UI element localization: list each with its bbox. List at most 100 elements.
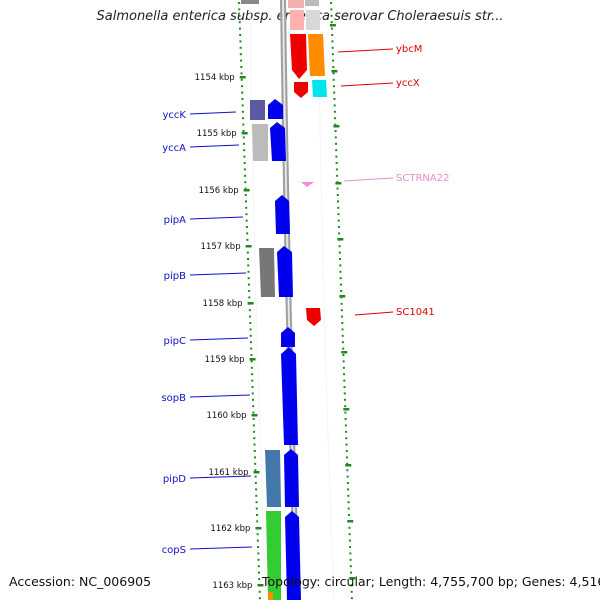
outer-ruler-dot	[345, 450, 348, 452]
left-leader-line	[189, 111, 237, 115]
ruler-dot	[253, 437, 256, 440]
outer-ruler-dot	[349, 552, 352, 555]
ruler-dot	[240, 59, 243, 62]
ruler-tick	[251, 414, 258, 417]
gene-label-yccA[interactable]: yccA	[162, 143, 186, 154]
feature-track	[241, 0, 327, 600]
gene-label-sopB[interactable]: sopB	[161, 393, 186, 404]
left-leader-line	[189, 394, 251, 398]
outer-ruler-dot	[348, 526, 351, 529]
outer-ruler-dot	[336, 194, 339, 196]
ruler-dot	[258, 571, 261, 574]
ruler-label: 1158 kbp	[203, 299, 243, 309]
outer-ruler-dot	[332, 66, 335, 68]
ruler-dot	[248, 309, 251, 312]
ruler-dot	[252, 418, 255, 420]
SC1041-gene	[306, 308, 321, 326]
outer-ruler-dot	[344, 424, 347, 427]
ruler-dot	[246, 238, 249, 241]
outer-ruler-dot	[347, 494, 350, 497]
yccK-arrow	[268, 99, 283, 119]
outer-ruler-dot	[335, 168, 338, 171]
gene-label-pipC[interactable]: pipC	[164, 336, 186, 347]
outer-ruler-tick	[331, 70, 338, 73]
pipD-steel	[265, 450, 281, 507]
ruler-dot	[255, 488, 258, 491]
ruler-label: 1160 kbp	[206, 411, 246, 421]
gene-label-ybcM[interactable]: ybcM	[396, 44, 422, 55]
gene-label-yccK[interactable]: yccK	[163, 110, 187, 121]
outer-ruler-dot	[336, 187, 339, 190]
ruler-dot	[245, 219, 248, 222]
outer-ruler-dot	[334, 142, 337, 145]
ruler-dot	[238, 2, 241, 4]
outer-ruler-dot	[349, 565, 352, 568]
ruler-dot	[250, 360, 253, 363]
ruler-dot	[257, 552, 260, 555]
ruler-dot	[242, 142, 245, 145]
ruler-dot	[255, 501, 258, 504]
ruler-dot	[254, 482, 257, 484]
outer-ruler-dot	[349, 558, 352, 561]
gene-label-pipD[interactable]: pipD	[163, 474, 186, 485]
ruler-dot	[249, 322, 252, 324]
ruler-tick	[255, 527, 262, 530]
pipC-gene	[281, 327, 295, 347]
outer-ruler-dot	[350, 597, 353, 600]
outer-ruler-dot	[344, 418, 347, 420]
ruler-dot	[255, 507, 258, 510]
outer-ruler-dot	[350, 590, 353, 593]
outer-ruler-dot	[340, 290, 343, 292]
pipD-gene	[284, 449, 299, 507]
outer-ruler-dot	[332, 85, 335, 88]
outer-ruler-dot	[339, 270, 342, 273]
outer-ruler-dot	[348, 539, 351, 542]
feature-partial-3	[305, 0, 319, 6]
ruler-dot	[252, 411, 255, 414]
ruler-dot	[241, 91, 244, 94]
outer-ruler-dot	[341, 334, 344, 337]
outer-ruler-dot	[334, 123, 337, 126]
ruler-dot	[239, 34, 242, 36]
ruler-dot	[247, 283, 250, 286]
left-leader-line	[189, 337, 249, 341]
ruler-dot	[247, 264, 250, 267]
accession-text: Accession: NC_006905	[9, 574, 152, 589]
left-leader-line	[189, 272, 247, 276]
ruler-dot	[240, 66, 243, 68]
outer-ruler-dot	[340, 309, 343, 312]
ruler-dot	[238, 14, 241, 17]
gene-label-pipA[interactable]: pipA	[164, 215, 186, 226]
ruler-dot	[253, 450, 256, 452]
ruler-dot	[244, 194, 247, 196]
ruler-tick	[249, 358, 256, 361]
ruler-dot	[244, 187, 247, 190]
outer-ruler-dot	[330, 21, 333, 24]
ruler-dot	[240, 85, 243, 88]
orange-gene	[308, 34, 325, 76]
outer-ruler-dot	[330, 8, 333, 11]
outer-ruler-dot	[333, 91, 336, 94]
ruler-dot	[247, 277, 250, 280]
gene-label-SCTRNA22[interactable]: SCTRNA22	[396, 173, 449, 184]
outer-ruler-tick	[335, 182, 342, 185]
left-label-leaders: yccK yccA pipA pipB pipC sopB pipD copS	[161, 110, 253, 556]
ruler-tick	[239, 76, 246, 79]
outer-ruler-dot	[334, 117, 337, 120]
ruler-dot	[242, 123, 245, 126]
ruler-dot	[243, 162, 246, 164]
outer-ruler-dot	[337, 206, 340, 209]
outer-ruler-tick	[333, 125, 340, 128]
ruler-dot	[254, 462, 257, 465]
outer-ruler-dot	[330, 14, 333, 17]
gene-label-yccX[interactable]: yccX	[396, 78, 420, 89]
outer-ruler-dot	[343, 373, 346, 376]
gene-label-SC1041[interactable]: SC1041	[396, 307, 435, 318]
ruler-dot	[245, 200, 248, 203]
gene-label-pipB[interactable]: pipB	[164, 271, 186, 282]
gene-label-copS[interactable]: copS	[162, 545, 186, 556]
ruler-dot	[241, 110, 244, 113]
outer-ruler-dot	[344, 405, 347, 408]
ruler-dot	[238, 27, 241, 30]
